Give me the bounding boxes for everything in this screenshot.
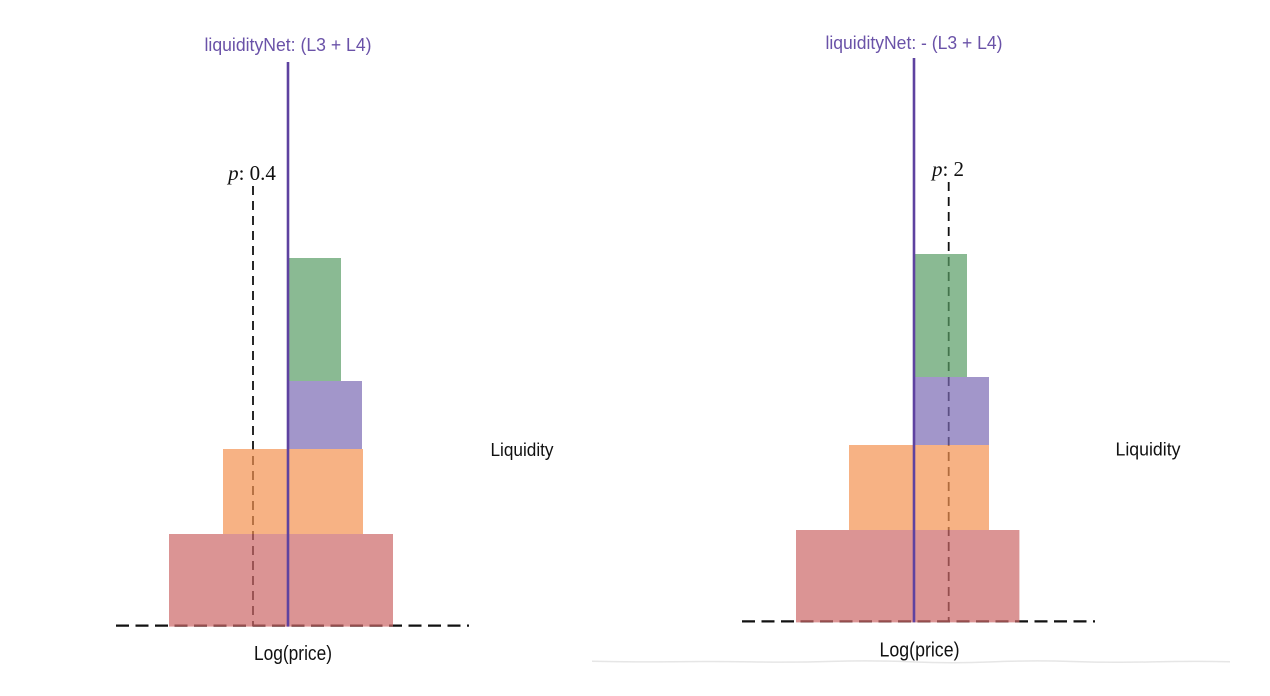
svg-text:Log(price): Log(price)	[880, 639, 960, 661]
svg-text:Liquidity: Liquidity	[1116, 440, 1181, 460]
svg-text:p: 0.4: p: 0.4	[226, 161, 276, 185]
svg-text:p: 2: p: 2	[930, 157, 964, 181]
svg-text:liquidityNet: (L3 + L4): liquidityNet: (L3 + L4)	[205, 35, 372, 55]
svg-text:liquidityNet: - (L3 + L4): liquidityNet: - (L3 + L4)	[826, 33, 1003, 53]
svg-text:Liquidity: Liquidity	[491, 440, 554, 460]
svg-text:Log(price): Log(price)	[254, 643, 332, 665]
